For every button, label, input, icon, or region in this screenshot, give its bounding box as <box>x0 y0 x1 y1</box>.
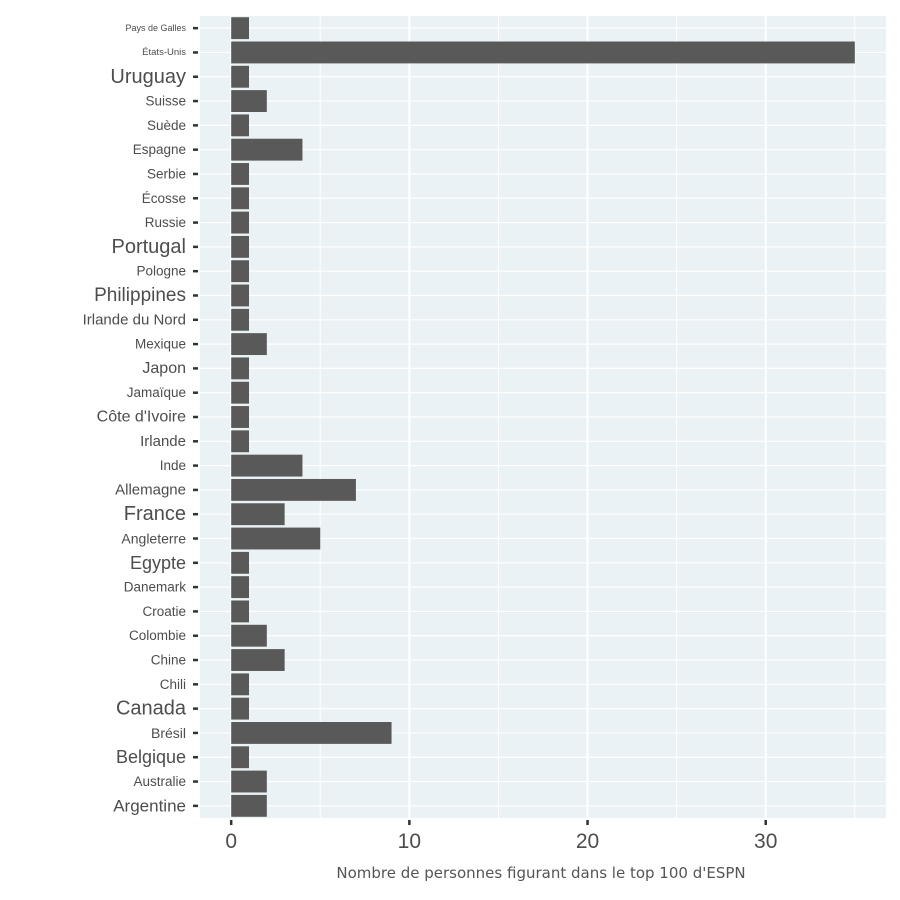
bar <box>231 478 356 501</box>
bar <box>231 673 249 696</box>
bar <box>231 211 249 234</box>
y-tick-label: Irlande <box>140 433 186 450</box>
y-tick-label: Côte d'Ivoire <box>97 409 186 426</box>
y-tick-label: Argentine <box>113 796 186 815</box>
y-tick-label: Philippines <box>94 285 186 306</box>
x-tick-label: 0 <box>225 830 237 853</box>
y-tick-label: Brésil <box>151 725 186 741</box>
x-tick-label: 30 <box>754 830 777 853</box>
y-tick-label: Australie <box>133 774 186 789</box>
bar <box>231 794 267 817</box>
y-tick-label: Chine <box>151 653 186 668</box>
bar <box>231 454 303 477</box>
x-axis-title: Nombre de personnes figurant dans le top… <box>336 864 745 882</box>
bar <box>231 163 249 185</box>
y-tick-label: Chili <box>160 677 186 692</box>
bar <box>231 649 285 671</box>
x-tick-label: 10 <box>398 830 421 853</box>
y-tick-label: France <box>124 503 186 525</box>
bar <box>231 381 249 404</box>
bar <box>231 503 285 526</box>
y-tick-label: Portugal <box>112 236 187 258</box>
y-tick-label: Angleterre <box>121 531 186 547</box>
bar <box>231 284 249 307</box>
y-tick-label: Inde <box>160 458 186 473</box>
y-tick-label: Jamaïque <box>127 385 186 400</box>
bar <box>231 260 249 283</box>
bar <box>231 600 249 623</box>
bar <box>231 430 249 453</box>
y-tick-label: Canada <box>116 698 187 720</box>
y-tick-label: Écosse <box>142 191 186 206</box>
y-tick-label: États-Unis <box>142 47 186 58</box>
y-axis: Argentine Australie Belgique Brésil Canada Ch… <box>83 23 198 815</box>
y-tick-label: Colombie <box>129 628 186 643</box>
y-tick-label: Belgique <box>116 747 186 767</box>
bar <box>231 235 249 258</box>
y-tick-label: Pologne <box>136 264 186 279</box>
bar <box>231 722 392 744</box>
bar <box>231 527 321 550</box>
bar <box>231 90 267 112</box>
bar <box>231 576 249 599</box>
y-tick-label: Russie <box>145 215 186 230</box>
y-tick-label: Uruguay <box>110 66 186 88</box>
bar <box>231 551 249 574</box>
y-tick-label: Japon <box>142 360 186 377</box>
bar <box>231 333 267 356</box>
bar <box>231 17 249 40</box>
bar <box>231 697 249 720</box>
bar <box>231 138 303 161</box>
y-tick-label: Suède <box>147 118 186 133</box>
y-tick-label: Espagne <box>133 142 186 157</box>
bar <box>231 406 249 428</box>
x-tick-label: 20 <box>576 830 599 853</box>
bar <box>231 770 267 793</box>
bar <box>231 65 249 88</box>
y-tick-label: Irlande du Nord <box>83 311 186 328</box>
y-tick-label: Suisse <box>145 94 186 109</box>
y-tick-label: Serbie <box>147 166 186 181</box>
y-tick-label: Pays de Galles <box>125 23 186 33</box>
bar <box>231 114 249 137</box>
bar <box>231 357 249 380</box>
bars <box>231 17 855 817</box>
bar <box>231 187 249 210</box>
y-tick-label: Egypte <box>130 553 186 573</box>
bar <box>231 624 267 647</box>
bar <box>231 308 249 331</box>
y-tick-label: Danemark <box>124 580 187 595</box>
x-axis: 0 10 20 30 <box>225 820 777 853</box>
y-tick-label: Allemagne <box>115 481 186 498</box>
bar <box>231 41 855 64</box>
bar <box>231 746 249 769</box>
y-tick-label: Croatie <box>142 604 186 619</box>
y-tick-label: Mexique <box>135 337 186 352</box>
